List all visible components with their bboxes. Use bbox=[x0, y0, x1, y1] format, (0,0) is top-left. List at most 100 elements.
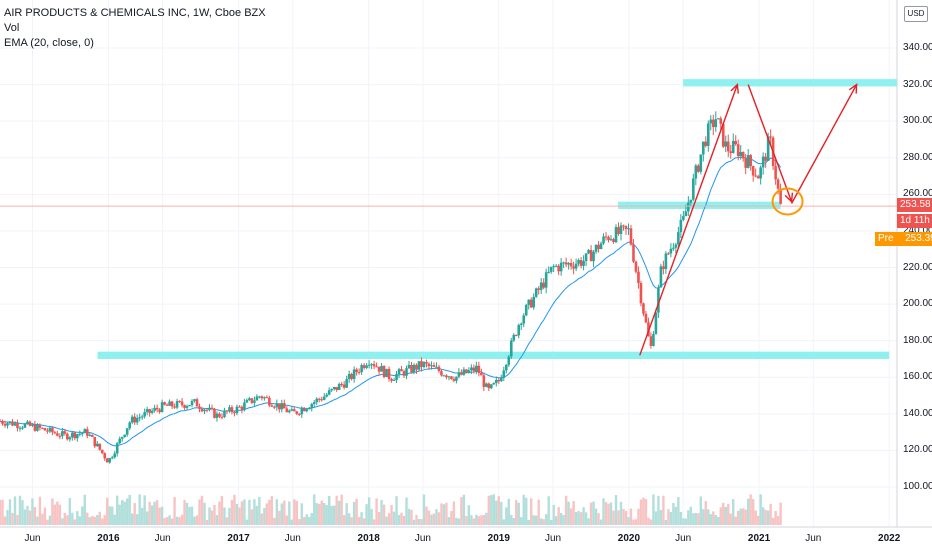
candle-body bbox=[572, 266, 575, 269]
candle bbox=[529, 297, 533, 309]
candle-body bbox=[103, 453, 107, 459]
volume-bar bbox=[400, 512, 403, 525]
y-tick-label: 200.00 bbox=[903, 298, 932, 310]
candle bbox=[258, 395, 261, 399]
candle bbox=[445, 374, 448, 380]
candle-body bbox=[754, 175, 757, 177]
volume-bar bbox=[370, 508, 373, 525]
candle-body bbox=[225, 410, 229, 412]
candle bbox=[253, 396, 256, 407]
candle-body bbox=[714, 119, 718, 128]
volume-bar bbox=[512, 518, 515, 525]
candle-body bbox=[731, 140, 735, 153]
volume-bar bbox=[584, 512, 588, 525]
volume-bar bbox=[754, 510, 757, 525]
candle-body bbox=[43, 428, 47, 431]
candle-body bbox=[412, 364, 416, 373]
candle bbox=[482, 372, 486, 392]
candle-body bbox=[390, 378, 393, 381]
candle bbox=[749, 153, 752, 171]
candle-body bbox=[3, 423, 7, 426]
candle-body bbox=[352, 369, 356, 379]
volume-bar bbox=[73, 519, 77, 525]
candle-body bbox=[499, 377, 503, 382]
candle bbox=[322, 392, 326, 401]
candle bbox=[627, 223, 630, 236]
candle-body bbox=[766, 136, 770, 161]
candle bbox=[260, 395, 264, 401]
volume-bar bbox=[619, 501, 623, 525]
candle bbox=[457, 368, 461, 379]
candle bbox=[225, 409, 229, 415]
currency-button[interactable]: USD bbox=[904, 6, 928, 22]
volume-bar bbox=[21, 500, 24, 525]
candle-body bbox=[11, 421, 14, 426]
volume-bar bbox=[677, 497, 680, 525]
candle bbox=[524, 303, 528, 317]
candle bbox=[53, 430, 57, 435]
candle bbox=[160, 399, 164, 413]
candle-body bbox=[31, 424, 34, 426]
volume-bar bbox=[447, 517, 451, 525]
candle bbox=[577, 258, 580, 267]
candle-body bbox=[175, 401, 179, 408]
candle bbox=[475, 361, 478, 375]
volume-bar bbox=[637, 508, 640, 525]
candle bbox=[100, 449, 104, 455]
candle bbox=[634, 260, 638, 274]
candle bbox=[58, 433, 62, 440]
x-tick-label: 2019 bbox=[487, 533, 510, 544]
candle bbox=[220, 413, 224, 420]
candle-body bbox=[223, 410, 226, 417]
volume-bar bbox=[180, 514, 184, 525]
candle-body bbox=[654, 312, 658, 335]
volume-bar bbox=[88, 517, 91, 525]
candle-body bbox=[719, 118, 723, 124]
candle bbox=[71, 431, 74, 441]
y-tick-label: 120.00 bbox=[903, 444, 932, 456]
candle-body bbox=[599, 243, 603, 250]
candle-body bbox=[258, 396, 261, 398]
candle-body bbox=[437, 366, 441, 372]
candle-body bbox=[228, 407, 231, 412]
candle-body bbox=[195, 399, 199, 407]
y-tick-label: 100.00 bbox=[903, 481, 932, 492]
volume-bar bbox=[135, 514, 139, 525]
candle bbox=[375, 362, 378, 368]
volume-bar bbox=[365, 504, 368, 525]
candle bbox=[350, 372, 353, 381]
candle-body bbox=[193, 399, 196, 401]
x-tick-label: Jun bbox=[284, 533, 301, 544]
volume-bar bbox=[1, 499, 4, 525]
volume-bar bbox=[183, 500, 186, 525]
chart-legend: AIR PRODUCTS & CHEMICALS INC, 1W, Cboe B… bbox=[4, 6, 266, 51]
volume-bar bbox=[385, 516, 388, 525]
candle-body bbox=[552, 266, 555, 268]
volume-bar bbox=[143, 495, 146, 525]
candle-body bbox=[697, 165, 700, 172]
volume-bar bbox=[539, 518, 543, 525]
candle bbox=[602, 233, 605, 245]
volume-bar bbox=[165, 517, 169, 525]
volume-bar bbox=[507, 498, 510, 525]
candle bbox=[205, 408, 209, 413]
candle bbox=[367, 360, 371, 369]
candle bbox=[347, 370, 351, 384]
candle-body bbox=[629, 228, 633, 245]
candle-body bbox=[761, 156, 765, 168]
candle-body bbox=[672, 247, 675, 249]
volume-bar bbox=[559, 512, 563, 525]
candle bbox=[759, 165, 762, 185]
candle bbox=[140, 414, 144, 420]
candle-body bbox=[327, 390, 331, 395]
candle bbox=[163, 401, 166, 406]
candle-body bbox=[110, 457, 114, 459]
volume-bar bbox=[332, 505, 336, 525]
candle-body bbox=[462, 369, 466, 375]
volume-bar bbox=[751, 499, 755, 525]
candle bbox=[711, 114, 715, 136]
volume-bar bbox=[295, 500, 298, 525]
candle-body bbox=[0, 421, 2, 423]
